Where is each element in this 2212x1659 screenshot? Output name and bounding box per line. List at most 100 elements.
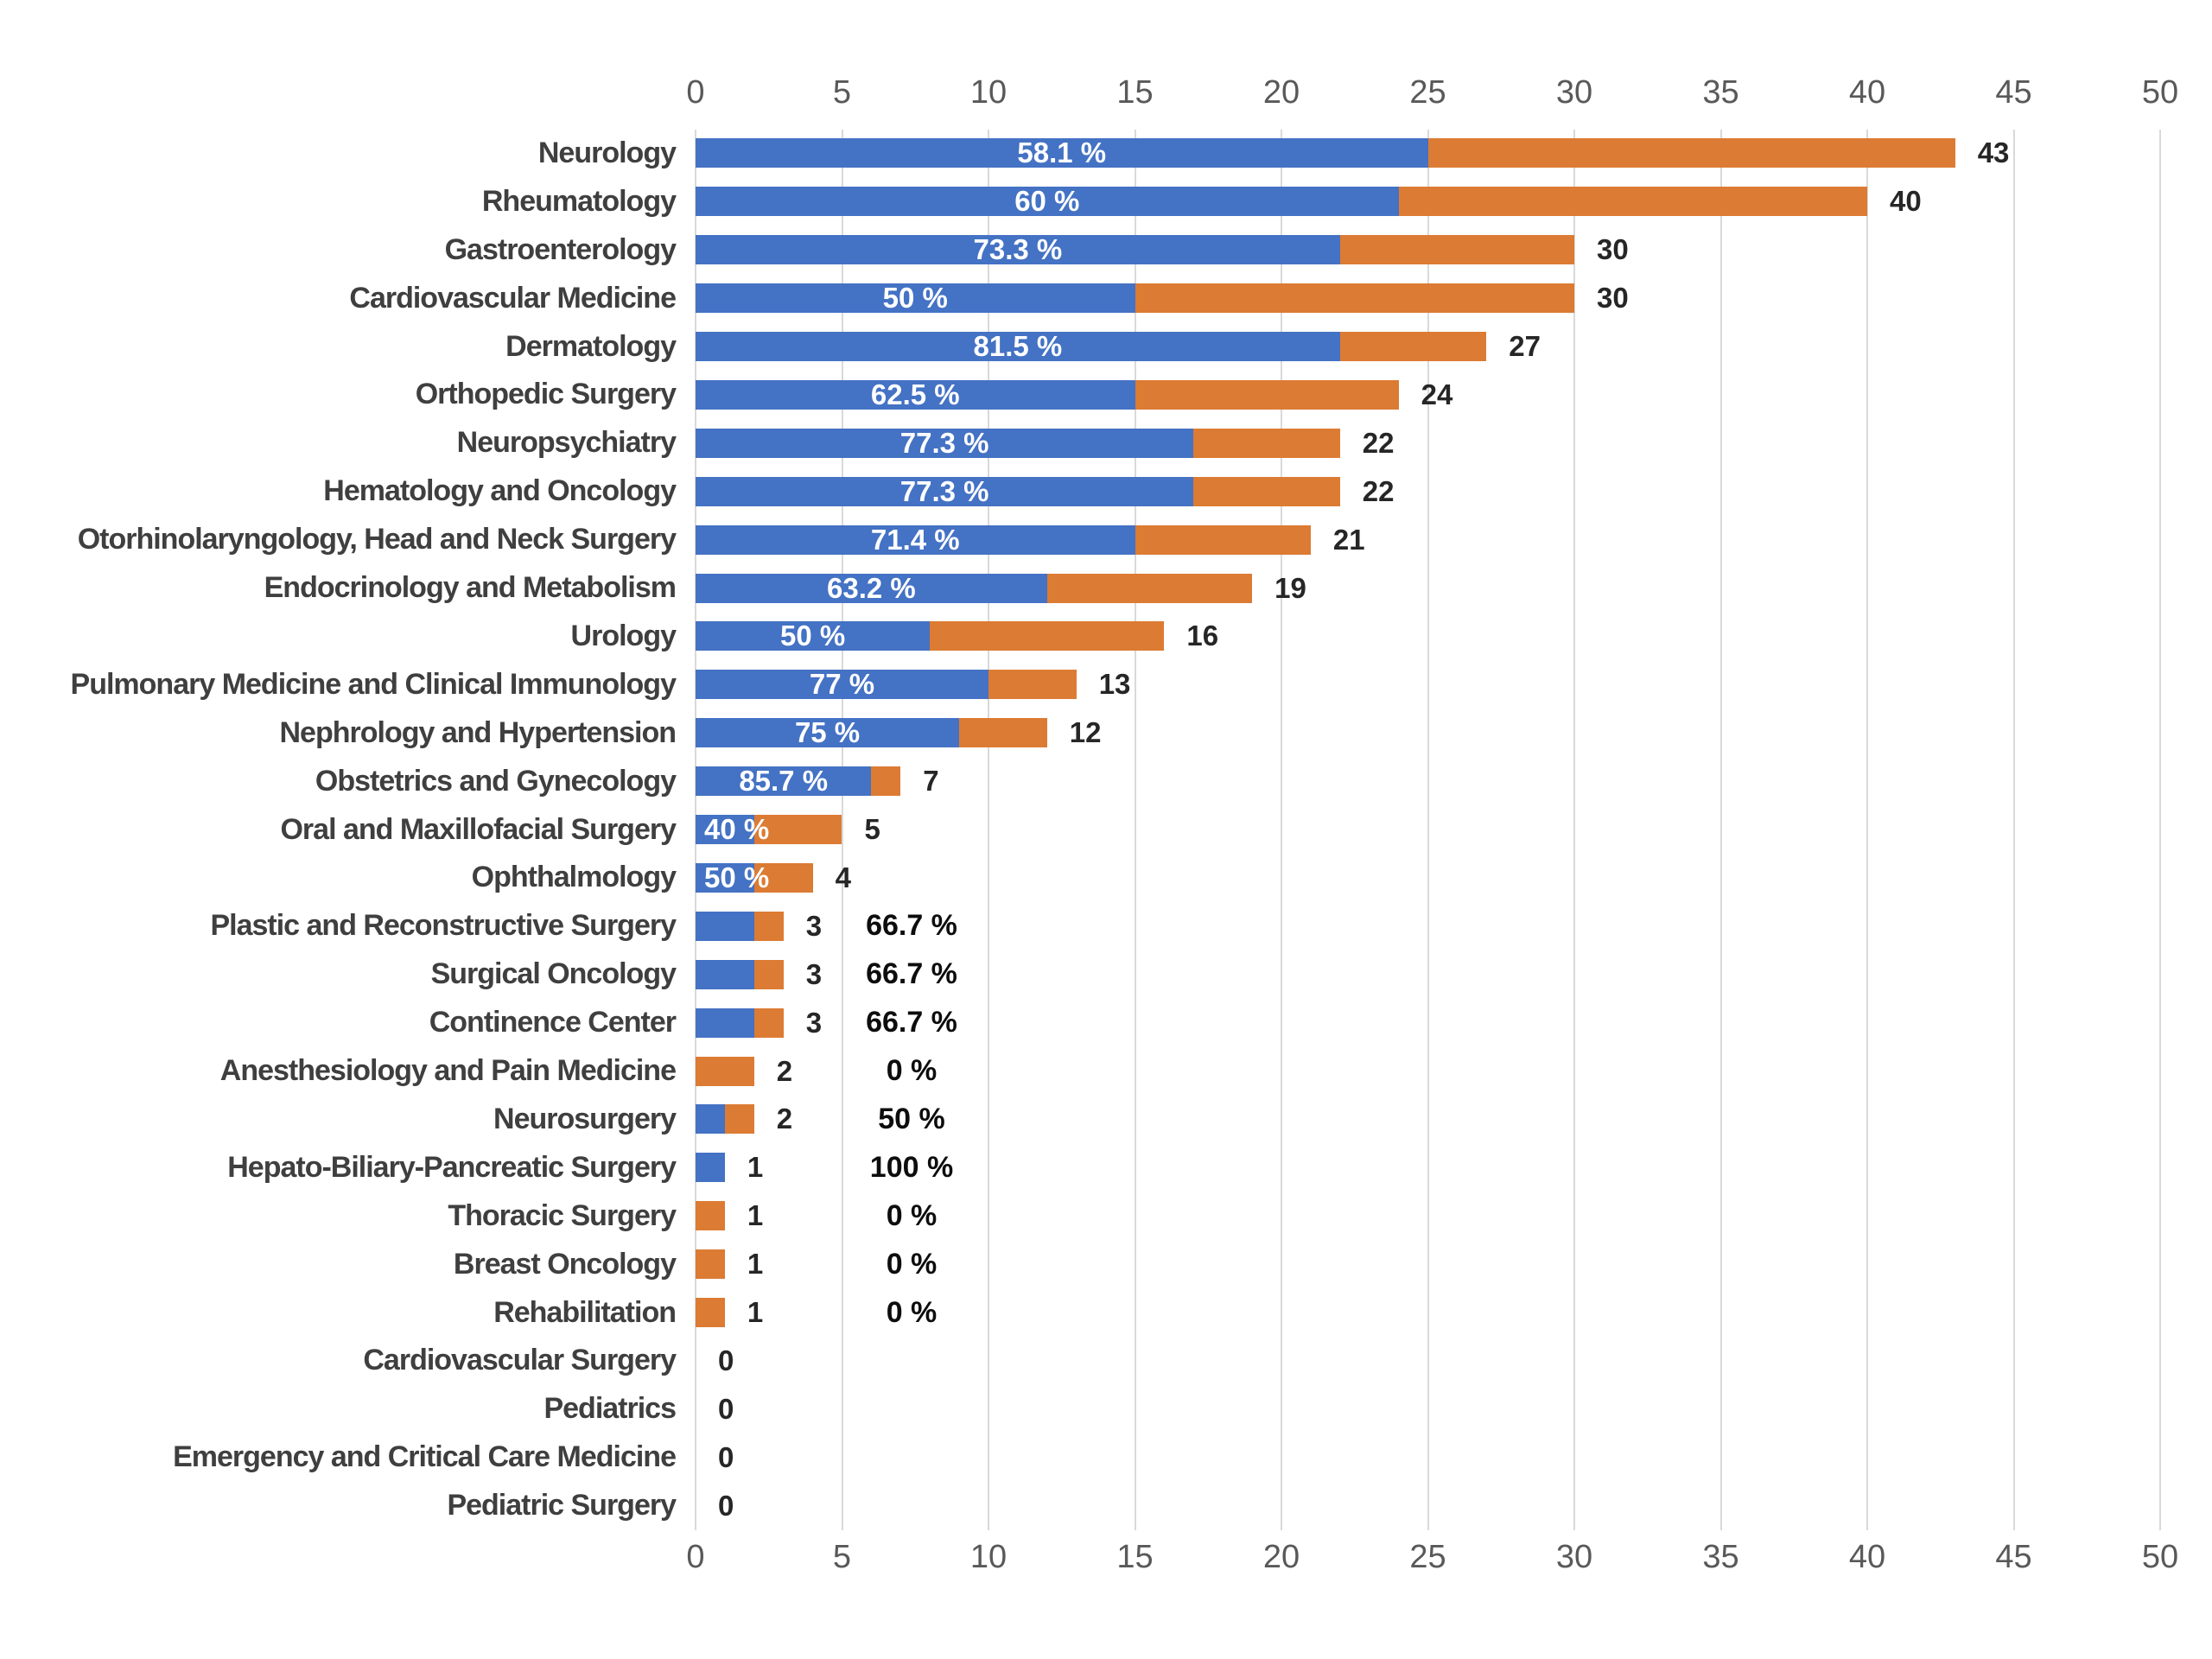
gridline (841, 129, 843, 1530)
category-label: Cardiovascular Medicine (349, 281, 677, 315)
category-label: Surgical Oncology (430, 957, 677, 991)
total-label: 5 (864, 813, 880, 846)
top-axis-tick-label: 45 (1995, 74, 2032, 111)
bar-blue-segment (696, 476, 1194, 506)
bar-blue-segment (696, 959, 754, 989)
side-percent-label: 66.7 % (866, 957, 957, 991)
category-label: Gastroenterology (444, 232, 677, 266)
category-label: Oral and Maxillofacial Surgery (280, 812, 677, 846)
bar-blue-segment (696, 1007, 754, 1038)
gridline (1427, 129, 1429, 1530)
inbar-percent-label: 71.4 % (870, 523, 960, 556)
category-label: Neurology (537, 136, 677, 169)
bar-orange-segment (1339, 235, 1574, 265)
bar-blue-segment (696, 1153, 725, 1183)
bar-orange-segment (1193, 428, 1340, 458)
bar-orange-segment (753, 815, 842, 845)
total-label: 22 (1362, 474, 1395, 507)
bottom-axis-tick-label: 30 (1555, 1539, 1593, 1575)
total-label: 12 (1069, 716, 1102, 749)
bar-blue-segment (696, 235, 1340, 265)
total-label: 19 (1274, 571, 1306, 604)
total-label: 2 (776, 1103, 793, 1135)
bar-blue-segment (696, 1104, 725, 1135)
top-axis-tick-label: 30 (1555, 74, 1593, 111)
total-label: 1 (747, 1151, 764, 1184)
top-axis-tick-label: 20 (1262, 74, 1300, 111)
bottom-axis-tick-label: 25 (1409, 1539, 1446, 1575)
bar-blue-segment (696, 718, 960, 748)
top-axis-tick-label: 40 (1848, 74, 1886, 111)
bar-blue-segment (696, 670, 988, 700)
bar-blue-segment (696, 815, 754, 845)
side-percent-label: 0 % (886, 1054, 938, 1088)
inbar-percent-label: 73.3 % (973, 233, 1063, 266)
category-label: Dermatology (505, 329, 677, 363)
top-axis-tick-label: 50 (2141, 74, 2179, 111)
total-label: 30 (1597, 282, 1629, 315)
category-label: Orthopedic Surgery (415, 378, 677, 411)
category-label: Rehabilitation (493, 1295, 677, 1329)
category-label: Endocrinology and Metabolism (264, 571, 677, 605)
bar-orange-segment (753, 862, 813, 893)
total-label: 27 (1509, 330, 1541, 363)
total-label: 0 (718, 1489, 734, 1522)
top-axis-tick-label: 25 (1409, 74, 1446, 111)
bar-blue-segment (696, 187, 1399, 217)
gridline (1573, 129, 1575, 1530)
total-label: 40 (1890, 185, 1922, 218)
side-percent-label: 66.7 % (866, 1006, 957, 1039)
bottom-axis-tick-label: 15 (1116, 1539, 1154, 1575)
top-axis-tick-label: 10 (969, 74, 1007, 111)
category-label: Pediatrics (543, 1392, 677, 1426)
bar-blue-segment (696, 283, 1135, 314)
inbar-percent-label: 77.3 % (899, 426, 989, 459)
bar-blue-segment (696, 766, 872, 797)
bar-blue-segment (696, 573, 1047, 603)
bottom-axis-tick-label: 0 (686, 1539, 705, 1575)
inbar-percent-label: 62.5 % (870, 378, 960, 410)
inbar-percent-label: 50 % (779, 620, 846, 652)
bar-blue-segment (696, 428, 1194, 458)
inbar-percent-label: 60 % (1014, 185, 1080, 218)
top-axis-tick-label: 0 (686, 74, 705, 111)
bar-orange-segment (871, 766, 901, 797)
category-label: Neuropsychiatry (456, 426, 677, 460)
total-label: 43 (1977, 137, 2010, 169)
bottom-axis-tick-label: 45 (1995, 1539, 2032, 1575)
side-percent-label: 100 % (869, 1150, 954, 1184)
total-label: 0 (718, 1392, 734, 1425)
inbar-percent-label: 77.3 % (899, 474, 989, 507)
top-axis-tick-label: 5 (832, 74, 852, 111)
bottom-axis-tick-label: 10 (969, 1539, 1007, 1575)
bar-orange-segment (753, 911, 784, 941)
bar-orange-segment (696, 1249, 725, 1280)
bar-blue-segment (696, 862, 754, 893)
category-label: Anesthesiology and Pain Medicine (219, 1054, 677, 1088)
bar-orange-segment (1135, 524, 1311, 555)
bar-blue-segment (696, 911, 754, 941)
total-label: 3 (805, 1006, 823, 1039)
total-label: 0 (718, 1344, 734, 1376)
top-axis-tick-label: 35 (1702, 74, 1739, 111)
category-label: Hepato-Biliary-Pancreatic Surgery (227, 1150, 677, 1184)
side-percent-label: 50 % (878, 1102, 945, 1135)
category-label: Obstetrics and Gynecology (315, 764, 677, 798)
total-label: 0 (718, 1440, 734, 1473)
category-label: Urology (570, 619, 677, 652)
inbar-percent-label: 63.2 % (827, 571, 916, 604)
bottom-axis-tick-label: 20 (1262, 1539, 1300, 1575)
inbar-percent-label: 40 % (704, 813, 770, 846)
top-axis-tick-label: 15 (1116, 74, 1154, 111)
total-label: 13 (1098, 668, 1131, 701)
total-label: 3 (805, 909, 823, 942)
inbar-percent-label: 81.5 % (973, 330, 1063, 363)
bar-blue-segment (696, 138, 1428, 168)
bottom-axis-tick-label: 40 (1848, 1539, 1886, 1575)
inbar-percent-label: 58.1 % (1017, 137, 1107, 169)
inbar-percent-label: 50 % (704, 861, 770, 893)
category-label: Pulmonary Medicine and Clinical Immunolo… (70, 667, 677, 701)
total-label: 1 (747, 1296, 764, 1329)
bar-blue-segment (696, 524, 1135, 555)
inbar-percent-label: 50 % (882, 282, 948, 315)
